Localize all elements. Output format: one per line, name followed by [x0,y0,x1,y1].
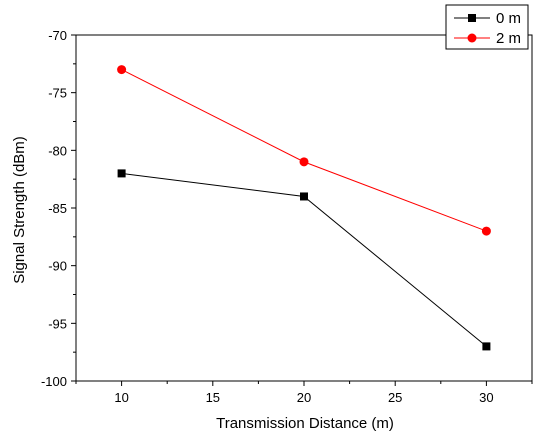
y-tick-label: -70 [48,28,67,43]
plot-frame [75,34,533,382]
data-point-2m [117,65,127,75]
data-point-2m [299,157,309,167]
legend-label-0m: 0 m [496,10,521,27]
series-line-2m [121,69,487,232]
legend: 0 m 2 m [445,4,529,50]
data-point-2m [481,226,491,236]
y-tick-label: -75 [48,86,67,101]
x-axis-title: Transmission Distance (m) [216,415,394,432]
data-point-0m [300,192,308,201]
x-tick-label: 30 [479,390,493,405]
legend-marker-0m [468,14,476,22]
y-tick-label: -100 [41,374,67,389]
legend-marker-2m [467,33,477,43]
legend-label-2m: 2 m [496,30,521,47]
legend-box [445,4,529,50]
data-point-0m [482,342,491,351]
axis-ticks: 10 15 20 25 30 -70 -75 -80 -85 -90 -95 -100 [41,28,533,405]
y-axis-title: Signal Strength (dBm) [11,136,28,284]
y-tick-label: -85 [48,201,67,216]
series-layer [117,65,491,351]
y-tick-label: -90 [48,259,67,274]
x-tick-label: 20 [297,390,311,405]
x-tick-label: 15 [206,390,220,405]
y-tick-label: -80 [48,143,67,158]
y-tick-label: -95 [48,316,67,331]
x-tick-label: 10 [114,390,128,405]
data-point-0m [117,169,126,178]
x-tick-label: 25 [388,390,402,405]
